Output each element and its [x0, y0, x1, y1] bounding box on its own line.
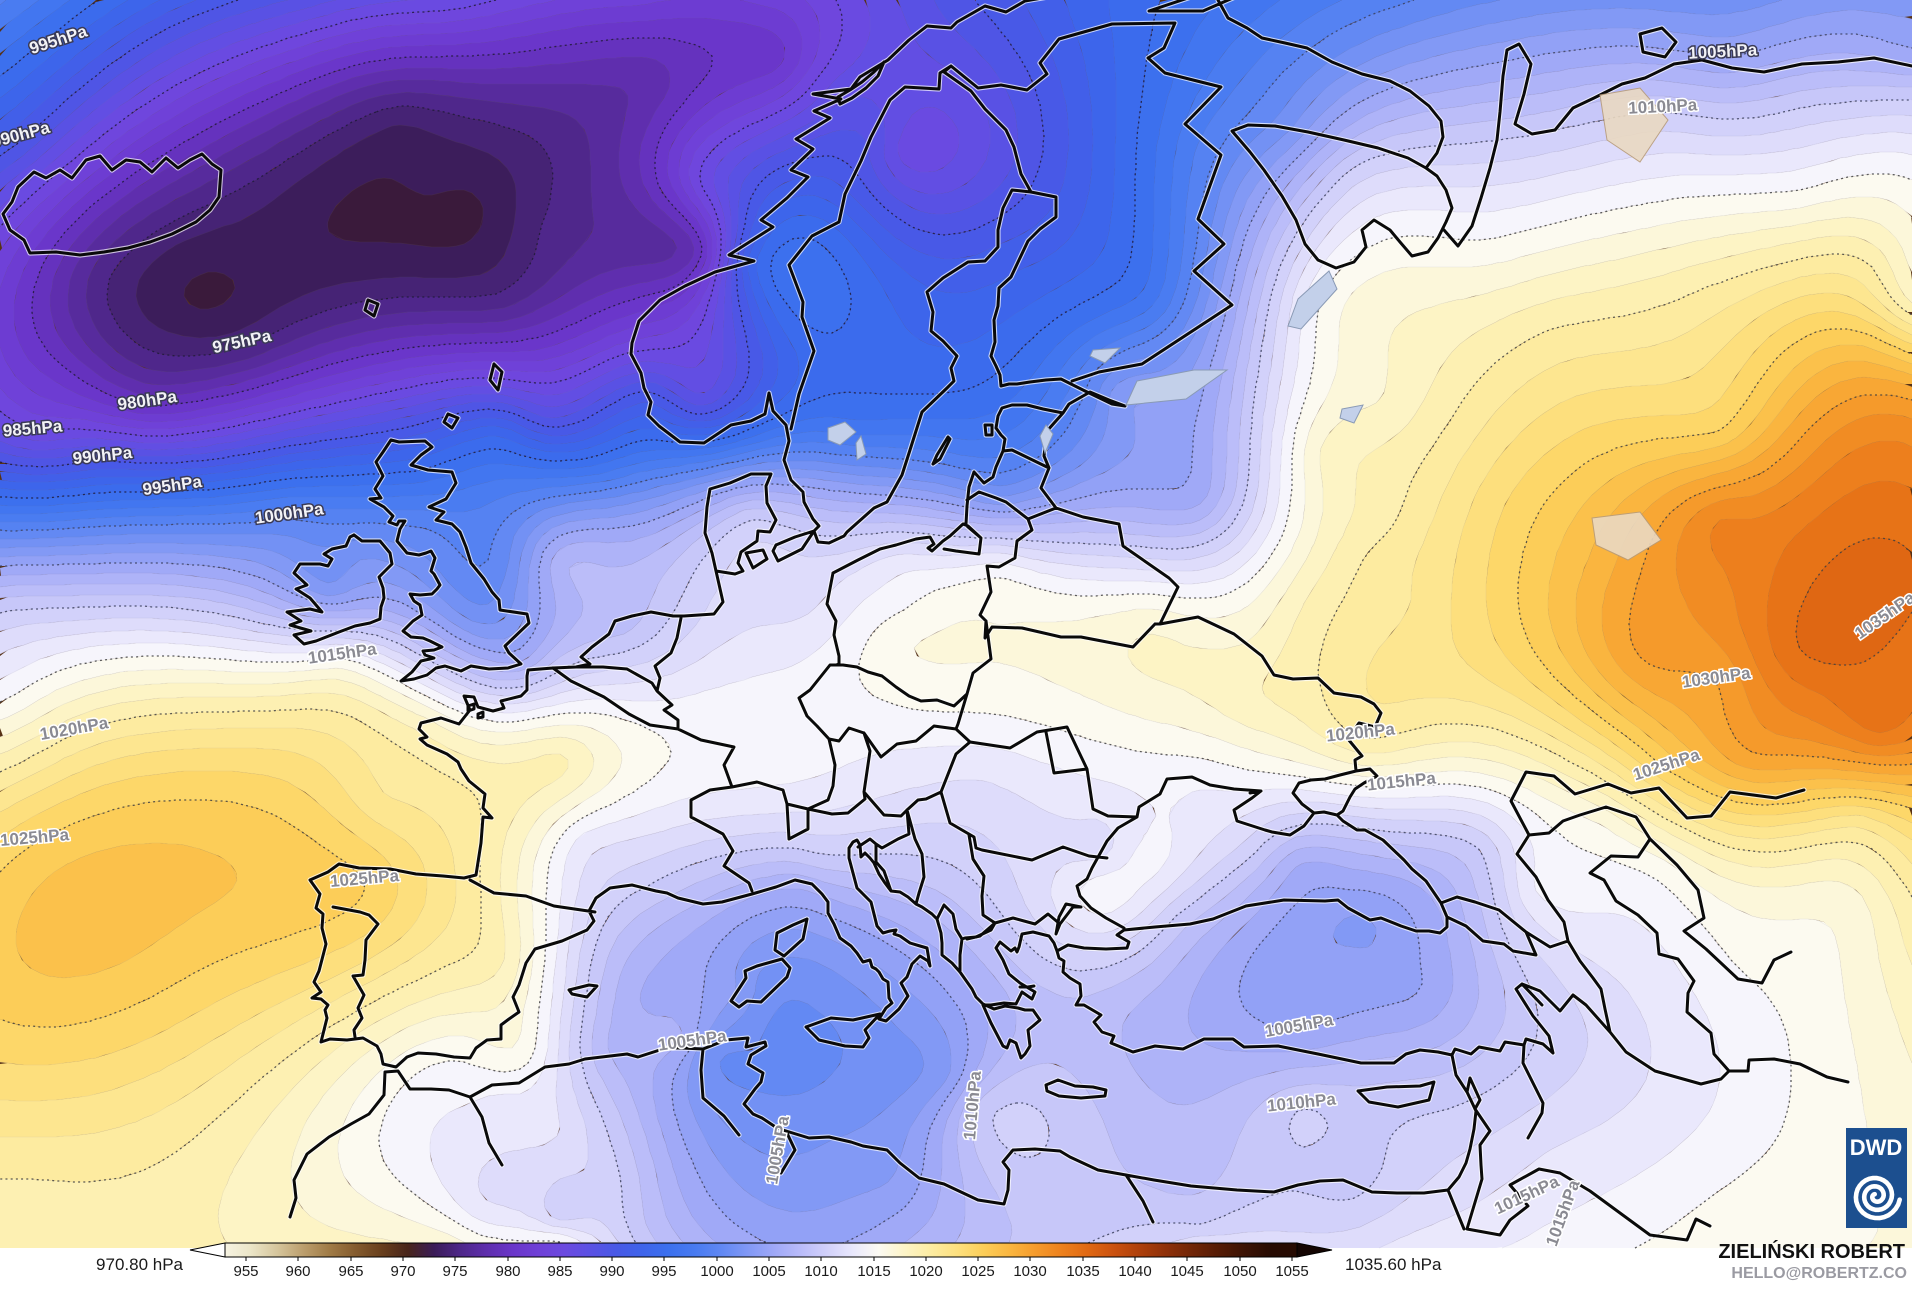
svg-text:960: 960 [285, 1263, 310, 1280]
svg-text:985: 985 [547, 1263, 572, 1280]
svg-text:1020: 1020 [909, 1263, 942, 1280]
svg-text:1015: 1015 [857, 1263, 890, 1280]
svg-text:ZIELIŃSKI ROBERT: ZIELIŃSKI ROBERT [1718, 1240, 1905, 1263]
svg-text:1045: 1045 [1170, 1263, 1203, 1280]
svg-text:980: 980 [495, 1263, 520, 1280]
svg-text:965: 965 [338, 1263, 363, 1280]
svg-text:970.80 hPa: 970.80 hPa [96, 1255, 184, 1274]
svg-text:HELLO@ROBERTZ.CO: HELLO@ROBERTZ.CO [1731, 1265, 1907, 1282]
svg-text:1005: 1005 [752, 1263, 785, 1280]
svg-text:975: 975 [442, 1263, 467, 1280]
svg-text:995: 995 [651, 1263, 676, 1280]
svg-text:1035.60 hPa: 1035.60 hPa [1345, 1255, 1442, 1274]
svg-text:1055: 1055 [1275, 1263, 1308, 1280]
svg-text:1030: 1030 [1013, 1263, 1046, 1280]
svg-text:1025: 1025 [961, 1263, 994, 1280]
svg-text:1010: 1010 [804, 1263, 837, 1280]
svg-text:1050: 1050 [1223, 1263, 1256, 1280]
svg-text:990: 990 [599, 1263, 624, 1280]
svg-text:1040: 1040 [1118, 1263, 1151, 1280]
svg-text:970: 970 [390, 1263, 415, 1280]
svg-text:955: 955 [233, 1263, 258, 1280]
svg-text:1005hPa: 1005hPa [1688, 40, 1758, 63]
svg-text:1035: 1035 [1066, 1263, 1099, 1280]
svg-text:DWD: DWD [1850, 1135, 1903, 1160]
svg-text:1010hPa: 1010hPa [1628, 95, 1698, 118]
svg-text:1000: 1000 [700, 1263, 733, 1280]
